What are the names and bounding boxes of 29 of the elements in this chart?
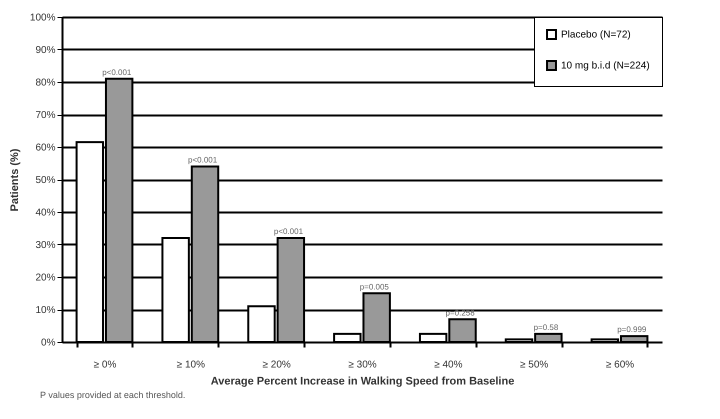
y-tick-label: 80%: [35, 78, 56, 88]
x-tick-label: ≥ 20%: [262, 360, 291, 370]
y-tick-label: 50%: [35, 175, 56, 186]
y-tick-label: 100%: [30, 12, 56, 24]
legend-label: 10 mg b.i.d (N=224): [561, 60, 650, 72]
x-tick-label: ≥ 60%: [606, 360, 634, 370]
annotation: p=0.58: [534, 322, 559, 332]
x-tick-label: ≥ 40%: [434, 360, 463, 370]
annotation: p<0.001: [274, 227, 304, 236]
y-tick-label: 60%: [35, 142, 56, 154]
x-tick-label: ≥ 30%: [348, 360, 377, 370]
y-tick-label: 10%: [35, 305, 56, 316]
y-tick-label: 30%: [35, 240, 56, 251]
y-tick-label: 90%: [35, 45, 56, 56]
x-axis-title: Average Percent Increase in Walking Speed from Baseline: [210, 376, 514, 388]
annotation: p<0.001: [102, 68, 132, 77]
x-tick-label: ≥ 50%: [520, 360, 548, 370]
y-tick-label: 70%: [35, 110, 56, 121]
text: P values provided at each threshold.: [40, 390, 186, 400]
x-tick-label: ≥ 10%: [176, 360, 206, 370]
annotation: p=0.005: [360, 282, 390, 292]
y-tick-label: 0%: [41, 338, 56, 348]
y-tick-label: 40%: [35, 208, 56, 218]
annotation: p<0.001: [188, 156, 218, 164]
y-tick-label: 20%: [35, 272, 56, 284]
annotation: p=0.999: [617, 325, 647, 334]
legend-label: Placebo (N=72): [561, 30, 631, 40]
y-axis-title: Patients (%): [8, 148, 21, 212]
x-tick-label: ≥ 0%: [94, 360, 116, 370]
